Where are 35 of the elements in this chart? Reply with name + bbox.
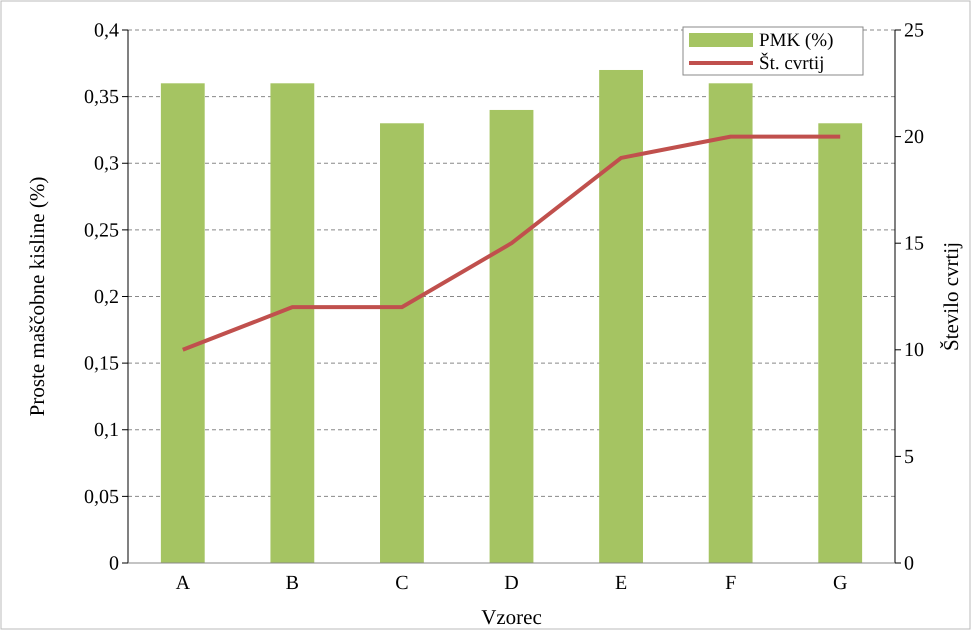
y2-axis-title: Število cvrtij [939, 242, 963, 352]
x-tick-label: C [395, 572, 409, 594]
legend-label: PMK (%) [759, 30, 834, 51]
y2-tick-label: 25 [904, 19, 924, 42]
x-tick-label: D [504, 572, 519, 594]
bar [818, 123, 862, 563]
bar [380, 123, 424, 563]
y-tick-label: 0,05 [84, 486, 119, 508]
legend-label: Št. cvrtij [759, 52, 824, 74]
y2-tick-label: 5 [904, 446, 914, 468]
y2-tick-label: 15 [904, 232, 924, 255]
y-tick-label: 0,2 [94, 286, 119, 308]
bar [270, 83, 314, 563]
x-tick-label: F [725, 572, 736, 594]
y-tick-label: 0,15 [84, 352, 119, 375]
y2-tick-label: 20 [904, 126, 924, 148]
y-tick-label: 0,35 [84, 86, 119, 108]
x-tick-label: B [286, 572, 300, 594]
y-tick-label: 0,4 [94, 19, 119, 42]
bar [490, 110, 534, 563]
x-tick-label: A [176, 572, 191, 594]
bar [599, 70, 643, 563]
y-axis-title: Proste maščobne kisline (%) [25, 176, 49, 416]
bar [708, 83, 753, 563]
x-axis-title: Vzorec [481, 605, 542, 629]
x-tick-label: G [832, 572, 848, 594]
y-tick-label: 0,25 [84, 219, 119, 242]
line-series [180, 134, 842, 352]
y-tick-label: 0,1 [94, 419, 119, 442]
y-tick-label: 0,3 [94, 152, 119, 175]
y2-tick-label: 10 [904, 339, 924, 362]
x-tick-label: E [614, 572, 628, 594]
y-tick-label: 0 [109, 552, 119, 574]
bar [160, 83, 205, 563]
y2-tick-label: 0 [904, 552, 914, 574]
